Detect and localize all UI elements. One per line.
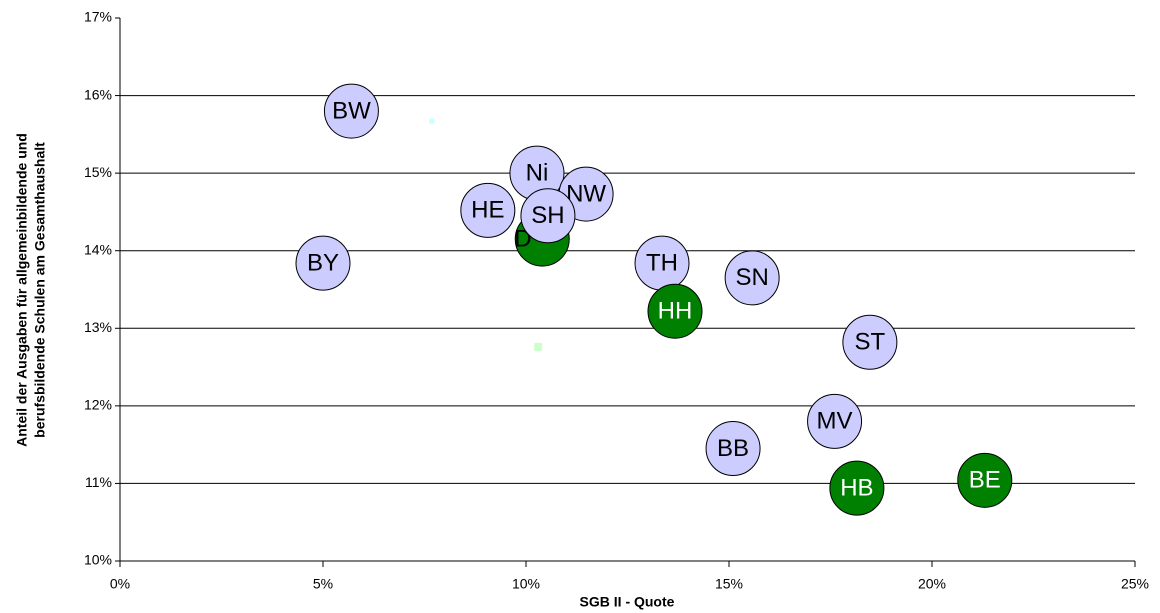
y-tick-label: 14% [84, 241, 112, 257]
x-tick-label: 20% [918, 576, 946, 592]
marker [428, 118, 435, 125]
bubble [724, 250, 780, 306]
bubble [842, 314, 898, 370]
x-tick-label: 5% [313, 576, 333, 592]
y-tick-label: 13% [84, 319, 112, 335]
y-axis-label: berufsbildende Schulen am Gesamthaushalt [32, 142, 48, 438]
bubble [295, 235, 351, 291]
bubble [705, 421, 761, 477]
x-tick-label: 0% [110, 576, 130, 592]
data-label: BY [307, 249, 339, 276]
data-label: SN [735, 264, 768, 291]
data-label: TH [646, 249, 678, 276]
data-label: BW [332, 97, 371, 124]
bubble [829, 460, 885, 516]
data-label: HB [840, 474, 873, 501]
data-label: HH [658, 298, 693, 325]
bubble [323, 83, 379, 139]
x-tick-label: 25% [1121, 576, 1149, 592]
data-label: HE [471, 197, 504, 224]
y-tick-label: 12% [84, 397, 112, 413]
bubble [460, 182, 516, 238]
y-axis-label: Anteil der Ausgaben für allgemeinbildend… [14, 133, 30, 447]
data-label: BB [717, 435, 749, 462]
data-label: ST [855, 329, 886, 356]
data-label: MV [817, 408, 853, 435]
y-tick-label: 16% [84, 86, 112, 102]
marker [534, 342, 543, 351]
bubble [957, 452, 1013, 508]
data-label: NW [566, 180, 606, 207]
data-label: SH [531, 202, 564, 229]
x-axis-label: SGB II - Quote [580, 594, 675, 610]
bubble [807, 393, 863, 449]
x-tick-label: 10% [512, 576, 540, 592]
y-tick-label: 10% [84, 552, 112, 568]
data-label: Ni [526, 159, 549, 186]
bubble [520, 188, 576, 244]
data-label: BE [969, 467, 1001, 494]
y-tick-label: 11% [85, 474, 112, 490]
y-tick-label: 17% [84, 9, 112, 25]
y-tick-label: 15% [84, 164, 112, 180]
bubble [647, 283, 703, 339]
x-tick-label: 15% [715, 576, 743, 592]
